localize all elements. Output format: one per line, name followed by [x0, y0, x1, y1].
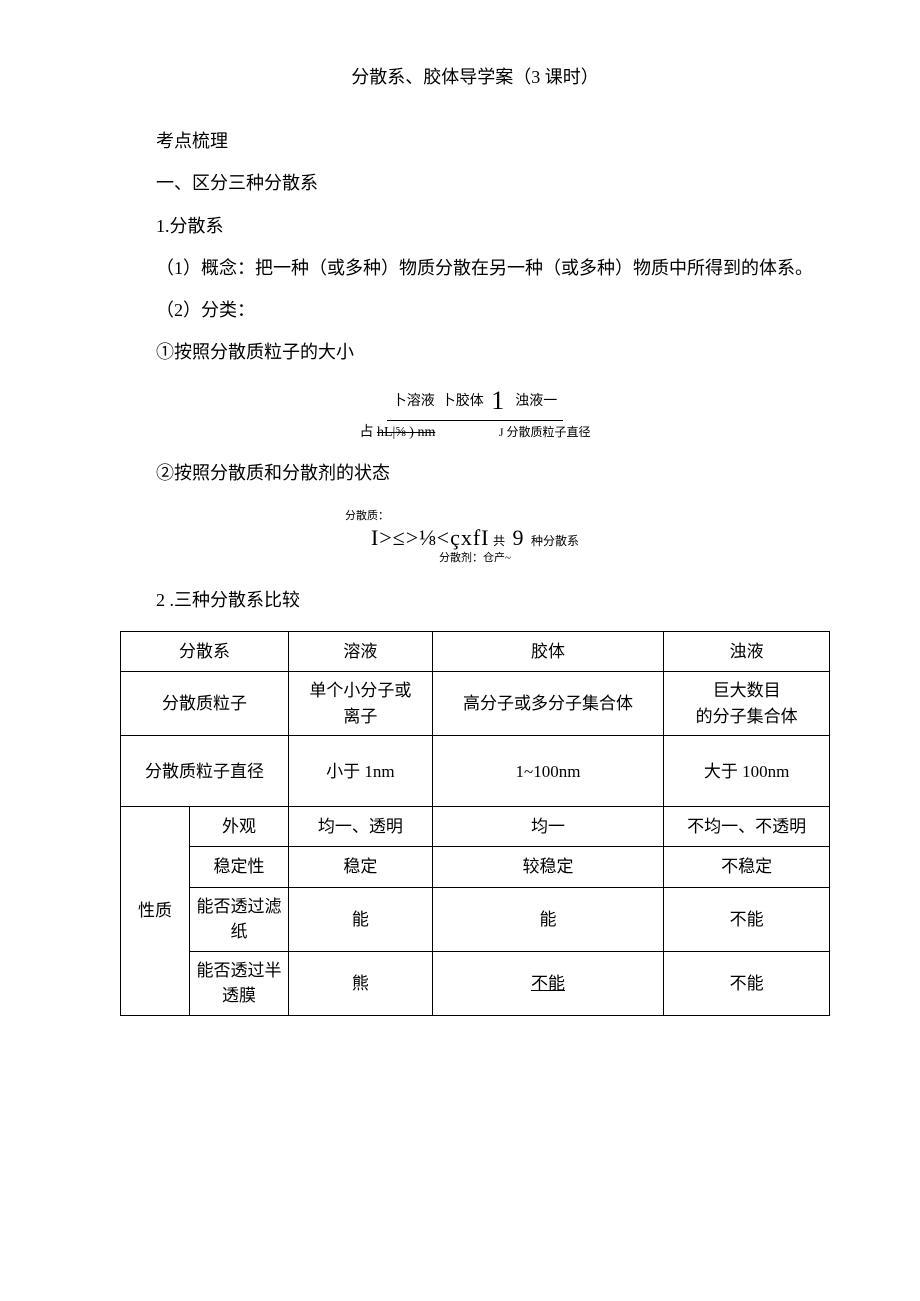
d1-seg1: 卜溶液	[393, 394, 435, 409]
prop-c2: 不能	[432, 951, 664, 1015]
prop-c2: 较稳定	[432, 847, 664, 887]
row-particle-label: 分散质粒子	[121, 672, 289, 736]
th-suspension: 浊液	[664, 632, 830, 672]
classify-label: （2）分类：	[120, 293, 830, 327]
row-particle-c2: 高分子或多分子集合体	[432, 672, 664, 736]
heading-1-2: 2 .三种分散系比较	[120, 583, 830, 617]
cell-text: 纸	[231, 922, 248, 941]
table-row: 分散系 溶液 胶体 浊液	[121, 632, 830, 672]
d2-mid: I>≤>⅛<çxfI	[371, 525, 490, 550]
comparison-table: 分散系 溶液 胶体 浊液 分散质粒子 单个小分子或 离子 高分子或多分子集合体 …	[120, 631, 830, 1016]
heading-1-1: 1.分散系	[120, 209, 830, 243]
prop-c2: 能	[432, 887, 664, 951]
table-row: 分散质粒子 单个小分子或 离子 高分子或多分子集合体 巨大数目 的分子集合体	[121, 672, 830, 736]
table-row: 分散质粒子直径 小于 1nm 1~100nm 大于 100nm	[121, 736, 830, 807]
d2-top: 分散质：	[345, 510, 605, 523]
cell-text: 能否透过半	[197, 961, 282, 980]
d1-one: 1	[487, 386, 508, 415]
d2-bot: 分散剂：仓产~	[120, 552, 830, 565]
th-colloid: 胶体	[432, 632, 664, 672]
classify-2: ②按照分散质和分散剂的状态	[120, 456, 830, 490]
row-particle-c3: 巨大数目 的分子集合体	[664, 672, 830, 736]
row-diameter-c3: 大于 100nm	[664, 736, 830, 807]
prop-name: 稳定性	[190, 847, 289, 887]
d1-left2a: 占	[359, 425, 373, 440]
table-row: 稳定性 稳定 较稳定 不稳定	[121, 847, 830, 887]
prop-c3: 不能	[664, 887, 830, 951]
row-particle-c1: 单个小分子或 离子	[289, 672, 433, 736]
prop-c1: 稳定	[289, 847, 433, 887]
prop-c3: 不稳定	[664, 847, 830, 887]
diagram-size: 卜溶液 卜胶体 1 浊液一 占 hL|⅝ ) nm J 分散质粒子直径	[120, 383, 830, 442]
table-row: 性质 外观 均一、透明 均一 不均一、不透明	[121, 807, 830, 847]
d2-nine: 9	[509, 525, 528, 550]
cell-text: 离子	[343, 707, 377, 726]
concept-span: （1）概念：把一种（或多种）物质分散在另一种（或多种）物质中所得到的体系。	[156, 258, 813, 278]
th-solution: 溶液	[289, 632, 433, 672]
prop-c1: 熊	[289, 951, 433, 1015]
d2-ji: 共	[493, 534, 505, 548]
row-diameter-label: 分散质粒子直径	[121, 736, 289, 807]
d1-left2b: hL|⅝ ) nm	[377, 425, 435, 440]
cell-text: 巨大数目	[713, 681, 781, 700]
cell-text: 透膜	[222, 986, 256, 1005]
prop-c2: 均一	[432, 807, 664, 847]
heading-section-1: 一、区分三种分散系	[120, 166, 830, 200]
prop-name: 外观	[190, 807, 289, 847]
prop-name: 能否透过滤 纸	[190, 887, 289, 951]
prop-name: 能否透过半 透膜	[190, 951, 289, 1015]
page-title: 分散系、胶体导学案（3 课时）	[120, 60, 830, 94]
classify-1: ①按照分散质粒子的大小	[120, 335, 830, 369]
d1-right: J 分散质粒子直径	[499, 425, 591, 439]
cell-text: 不能	[531, 974, 565, 993]
cell-text: 单个小分子或	[309, 681, 411, 700]
props-label: 性质	[121, 807, 190, 1015]
cell-text: 能否透过滤	[197, 897, 282, 916]
concept-text: （1）概念：把一种（或多种）物质分散在另一种（或多种）物质中所得到的体系。	[120, 251, 830, 285]
table-row: 能否透过半 透膜 熊 不能 不能	[121, 951, 830, 1015]
diagram-state: 分散质： I>≤>⅛<çxfI 共 9 种分散系 分散剂：仓产~	[120, 508, 830, 564]
prop-c3: 不能	[664, 951, 830, 1015]
prop-c3: 不均一、不透明	[664, 807, 830, 847]
cell-text: 的分子集合体	[696, 707, 798, 726]
prop-c1: 均一、透明	[289, 807, 433, 847]
d1-seg2: 卜胶体	[442, 394, 484, 409]
row-diameter-c2: 1~100nm	[432, 736, 664, 807]
table-row: 能否透过滤 纸 能 能 不能	[121, 887, 830, 951]
d2-tail: 种分散系	[531, 534, 579, 548]
row-diameter-c1: 小于 1nm	[289, 736, 433, 807]
d1-seg3: 浊液一	[515, 394, 557, 409]
th-system: 分散系	[121, 632, 289, 672]
prop-c1: 能	[289, 887, 433, 951]
heading-kaodian: 考点梳理	[120, 124, 830, 158]
